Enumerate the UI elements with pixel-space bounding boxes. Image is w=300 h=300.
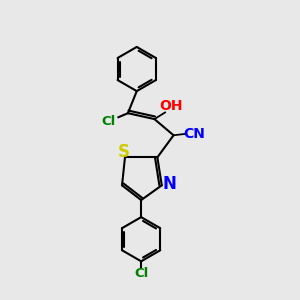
Text: Cl: Cl xyxy=(102,115,116,128)
Text: N: N xyxy=(162,175,176,193)
Text: OH: OH xyxy=(159,99,182,113)
Text: CN: CN xyxy=(183,127,205,141)
Text: Cl: Cl xyxy=(134,267,148,280)
Text: S: S xyxy=(118,143,130,161)
